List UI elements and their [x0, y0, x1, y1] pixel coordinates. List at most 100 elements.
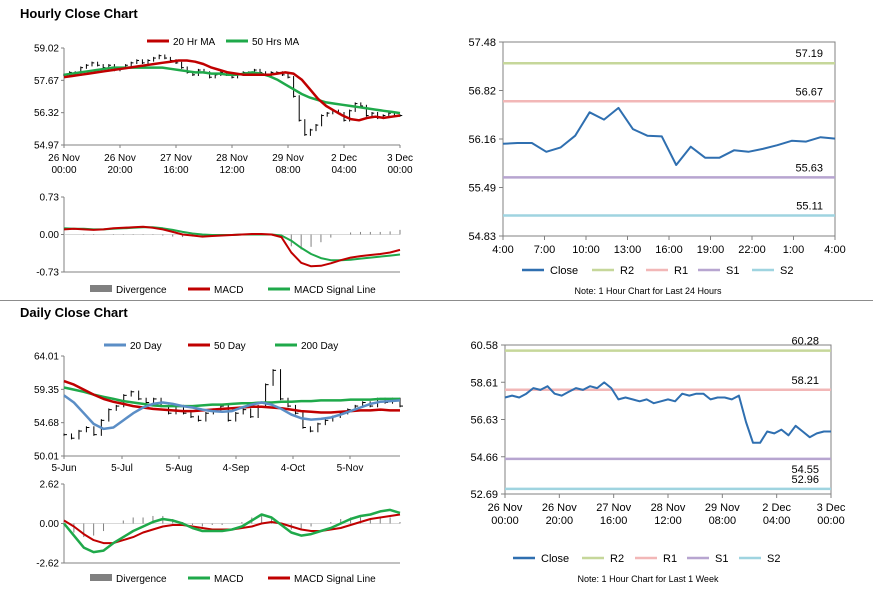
- week-chart-ytick-label: 56.63: [470, 415, 498, 427]
- daily-macd-legend-macd-label: MACD: [214, 574, 243, 585]
- day-chart-ytick-label: 57.48: [468, 37, 496, 49]
- hourly-price-xtick-label: 26 Nov: [104, 153, 136, 164]
- day-chart-ytick-label: 54.83: [468, 231, 496, 243]
- week-legend-label-4: S2: [767, 553, 780, 565]
- day-legend-label-4: S2: [780, 265, 793, 277]
- daily-macd-ytick-label: -2.62: [36, 559, 59, 570]
- hourly-macd-legend-divergence-swatch: [90, 285, 112, 292]
- week-chart-ytick-label: 52.69: [470, 489, 498, 501]
- day-chart-ytick-label: 55.49: [468, 183, 496, 195]
- week-chart-note: Note: 1 Hour Chart for Last 1 Week: [578, 574, 719, 584]
- hourly-price-xtick-label: 00:00: [51, 165, 76, 176]
- day-chart-xtick-label: 7:00: [534, 244, 555, 256]
- day-chart-ytick-label: 56.16: [468, 134, 496, 146]
- daily-macd-legend-divergence-label: Divergence: [116, 574, 167, 585]
- day-legend-label-1: R2: [620, 265, 634, 277]
- day-chart-ytick-label: 56.82: [468, 86, 496, 98]
- daily-section-title: Daily Close Chart: [20, 305, 128, 320]
- daily-200day-line: [63, 386, 400, 408]
- hourly-price-ytick-label: 54.97: [34, 141, 59, 152]
- hourly-50hr-ma-line: [63, 66, 401, 115]
- week-chart-level-label-r1: 58.21: [791, 375, 819, 387]
- week-chart-xtick-label: 26 Nov: [488, 502, 523, 514]
- day-chart-level-label-r1: 56.67: [795, 86, 823, 98]
- hourly-legend-20hr-label: 20 Hr MA: [173, 37, 216, 48]
- week-chart-ytick-label: 58.61: [470, 377, 498, 389]
- week-chart-xtick-label: 29 Nov: [705, 502, 740, 514]
- daily-price-ytick-label: 64.01: [34, 352, 59, 363]
- daily-macd-legend-divergence-swatch: [90, 574, 112, 581]
- hourly-price-xtick-label: 28 Nov: [216, 153, 248, 164]
- hourly-macd-ytick-label: 0.00: [40, 230, 60, 241]
- day-legend-label-2: R1: [674, 265, 688, 277]
- day-chart-xtick-label: 22:00: [738, 244, 766, 256]
- daily-macd-legend-signal-label: MACD Signal Line: [294, 574, 376, 585]
- daily-price-xtick-label: 5-Jun: [51, 463, 76, 474]
- daily-legend-20day-label: 20 Day: [130, 341, 162, 352]
- week-chart-xtick-label: 26 Nov: [542, 502, 577, 514]
- hourly-price-ytick-label: 57.67: [34, 76, 59, 87]
- day-legend-label-0: Close: [550, 265, 578, 277]
- daily-price-xtick-label: 5-Jul: [111, 463, 133, 474]
- week-chart-level-label-s2: 52.96: [791, 474, 819, 486]
- daily-legend-200day-label: 200 Day: [301, 341, 338, 352]
- week-chart-xtick-label: 28 Nov: [651, 502, 686, 514]
- hourly-price-ytick-label: 59.02: [34, 44, 59, 55]
- week-chart-xtick-label: 16:00: [600, 515, 628, 527]
- hourly-price-xtick-label: 3 Dec: [387, 153, 413, 164]
- day-legend-label-3: S1: [726, 265, 739, 277]
- daily-20day-line: [63, 394, 401, 431]
- hourly-price-xtick-label: 04:00: [331, 165, 356, 176]
- daily-macd-ytick-label: 2.62: [40, 480, 60, 491]
- day-chart-xtick-label: 1:00: [783, 244, 804, 256]
- hourly-macd-ytick-label: -0.73: [36, 268, 59, 279]
- week-legend-label-3: S1: [715, 553, 728, 565]
- hourly-price-xtick-label: 08:00: [275, 165, 300, 176]
- hourly-price-xtick-label: 16:00: [163, 165, 188, 176]
- week-chart-xtick-label: 08:00: [709, 515, 737, 527]
- hourly-macd-signal-line: [63, 226, 401, 262]
- week-chart-ytick-label: 54.66: [470, 452, 498, 464]
- week-chart-level-label-s1: 54.55: [791, 464, 819, 476]
- hourly-macd-legend-divergence-label: Divergence: [116, 285, 167, 296]
- day-chart-close-line: [502, 106, 836, 166]
- daily-price-ytick-label: 50.01: [34, 452, 59, 463]
- hourly-macd-line: [63, 225, 401, 268]
- day-chart-level-label-s2: 55.11: [796, 201, 823, 213]
- daily-macd-ytick-label: 0.00: [40, 519, 60, 530]
- hourly-macd-ytick-label: 0.73: [40, 193, 60, 204]
- hourly-20hr-ma-line: [63, 59, 401, 122]
- hourly-section-title: Hourly Close Chart: [20, 6, 138, 21]
- daily-price-ytick-label: 54.68: [34, 418, 59, 429]
- week-chart-xtick-label: 00:00: [491, 515, 519, 527]
- daily-price-xtick-label: 4-Sep: [223, 463, 250, 474]
- section-divider: [0, 300, 873, 301]
- hourly-legend-50hr-label: 50 Hrs MA: [252, 37, 300, 48]
- week-chart-level-label-r2: 60.28: [791, 336, 819, 348]
- week-chart-xtick-label: 04:00: [763, 515, 791, 527]
- week-chart-close-line: [504, 381, 831, 444]
- week-chart-frame: [504, 344, 832, 495]
- hourly-price-xtick-label: 12:00: [219, 165, 244, 176]
- daily-price-xtick-label: 5-Aug: [166, 463, 193, 474]
- week-legend-label-2: R1: [663, 553, 677, 565]
- week-chart-ytick-label: 60.58: [470, 340, 498, 352]
- daily-legend-50day-label: 50 Day: [214, 341, 246, 352]
- hourly-price-xtick-label: 26 Nov: [48, 153, 80, 164]
- week-chart-xtick-label: 00:00: [817, 515, 845, 527]
- week-chart-xtick-label: 12:00: [654, 515, 682, 527]
- hourly-price-xtick-label: 20:00: [107, 165, 132, 176]
- hourly-price-ytick-label: 56.32: [34, 108, 59, 119]
- week-chart-xtick-label: 27 Nov: [596, 502, 631, 514]
- day-chart-level-label-s1: 55.63: [795, 162, 823, 174]
- daily-macd-line: [63, 508, 401, 554]
- hourly-price-xtick-label: 2 Dec: [331, 153, 357, 164]
- day-chart-xtick-label: 13:00: [614, 244, 642, 256]
- hourly-macd-legend-signal-label: MACD Signal Line: [294, 285, 376, 296]
- day-chart-xtick-label: 10:00: [572, 244, 600, 256]
- week-chart-xtick-label: 20:00: [546, 515, 574, 527]
- hourly-price-xtick-label: 00:00: [387, 165, 412, 176]
- day-chart-note: Note: 1 Hour Chart for Last 24 Hours: [574, 286, 722, 296]
- week-chart-xtick-label: 2 Dec: [762, 502, 791, 514]
